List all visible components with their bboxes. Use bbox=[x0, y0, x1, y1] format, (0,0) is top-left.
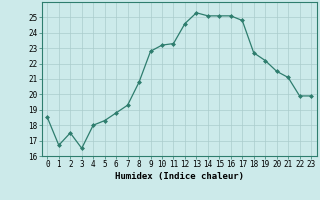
X-axis label: Humidex (Indice chaleur): Humidex (Indice chaleur) bbox=[115, 172, 244, 181]
